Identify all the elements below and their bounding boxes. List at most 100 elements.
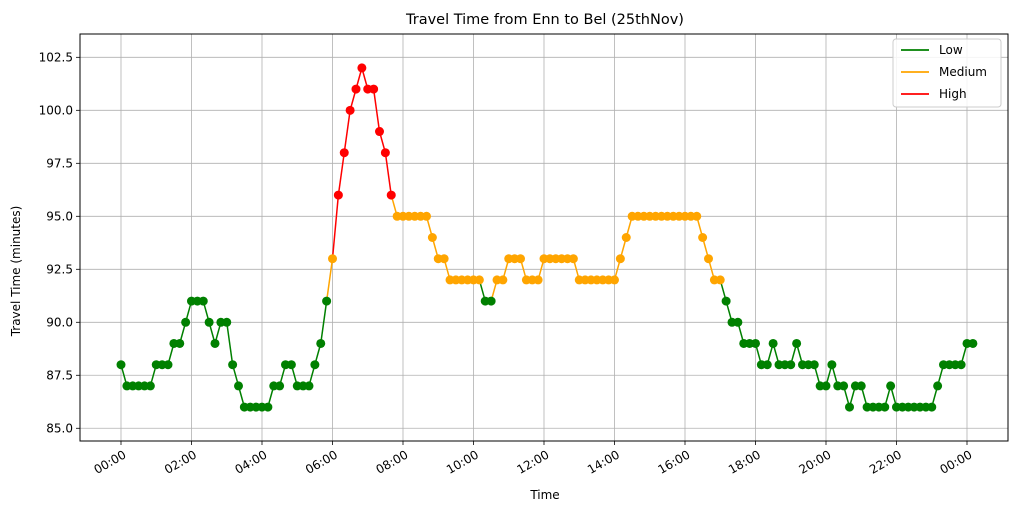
y-tick-label: 90.0	[46, 315, 73, 329]
y-tick-label: 92.5	[46, 262, 73, 276]
data-point	[533, 275, 543, 285]
data-point	[568, 254, 578, 264]
data-point	[751, 338, 760, 348]
y-tick-label: 102.5	[39, 50, 73, 64]
x-tick-label: 00:00	[92, 447, 129, 476]
data-point	[968, 338, 978, 348]
data-points	[116, 63, 978, 412]
y-axis-ticks: 85.0 87.5 90.0 92.5 95.0 97.5 100.0 102.5	[39, 50, 80, 435]
data-point	[827, 360, 837, 370]
data-point	[692, 211, 702, 221]
data-point	[856, 381, 866, 391]
data-point	[792, 338, 802, 348]
series-line-segment	[337, 152, 345, 196]
y-tick-label: 97.5	[46, 156, 73, 170]
data-point	[933, 381, 943, 391]
data-point	[380, 148, 390, 158]
data-point	[886, 381, 896, 391]
data-point	[275, 381, 285, 391]
data-point	[386, 190, 396, 200]
data-point	[357, 63, 367, 73]
y-tick-label: 87.5	[46, 368, 73, 382]
y-axis-label: Travel Time (minutes)	[9, 206, 23, 338]
x-axis-label: Time	[529, 488, 559, 502]
data-point	[310, 360, 320, 370]
x-axis-ticks: 00:00 02:00 04:00 06:00 08:00 10:00 12:00 14:00…	[92, 441, 975, 477]
data-point	[721, 296, 731, 306]
series-line-segment	[226, 322, 234, 365]
data-point	[345, 105, 355, 115]
x-tick-label: 02:00	[162, 447, 199, 476]
data-point	[474, 275, 484, 285]
x-tick-label: 04:00	[233, 447, 270, 476]
x-tick-label: 14:00	[585, 447, 622, 476]
data-point	[333, 190, 343, 200]
data-point	[339, 148, 349, 158]
x-tick-label: 18:00	[726, 447, 763, 476]
data-point	[610, 275, 619, 285]
x-tick-label: 00:00	[938, 447, 975, 476]
data-point	[222, 317, 232, 327]
data-point	[927, 402, 937, 412]
data-point	[427, 233, 437, 242]
data-point	[228, 360, 238, 370]
data-point	[704, 254, 713, 264]
data-point	[615, 254, 625, 264]
data-point	[698, 233, 708, 242]
grid-lines	[80, 34, 1008, 441]
series-line-segment	[325, 258, 334, 302]
legend-label: Medium	[939, 65, 987, 79]
data-point	[316, 338, 326, 348]
data-point	[163, 360, 173, 370]
data-point	[768, 338, 778, 348]
legend-box	[892, 38, 1002, 108]
series-lines	[120, 67, 973, 408]
y-tick-label: 95.0	[46, 209, 73, 223]
data-point	[286, 360, 296, 370]
data-point	[733, 317, 743, 327]
data-point	[762, 360, 772, 370]
data-point	[198, 296, 208, 306]
legend-label: High	[939, 87, 967, 101]
data-point	[322, 296, 332, 306]
data-point	[845, 402, 854, 412]
x-tick-label: 10:00	[444, 447, 481, 476]
data-point	[175, 338, 185, 348]
data-point	[351, 84, 361, 94]
series-line-segment	[331, 195, 340, 259]
data-point	[786, 360, 796, 370]
data-point	[422, 211, 431, 221]
data-point	[439, 254, 449, 264]
y-tick-label: 85.0	[46, 421, 73, 435]
legend-label: Low	[939, 43, 963, 57]
data-point	[880, 402, 890, 412]
x-tick-label: 08:00	[374, 447, 411, 476]
data-point	[821, 381, 831, 391]
data-point	[715, 275, 725, 285]
data-point	[234, 381, 243, 391]
data-point	[263, 402, 273, 412]
chart-title: Travel Time from Enn to Bel (25thNov)	[405, 12, 684, 28]
x-tick-label: 22:00	[867, 447, 904, 476]
series-line-segment	[384, 152, 392, 196]
data-point	[621, 233, 631, 242]
data-point	[956, 360, 966, 370]
x-tick-label: 06:00	[303, 447, 340, 476]
data-point	[304, 381, 314, 391]
data-point	[328, 254, 337, 264]
data-point	[839, 381, 849, 391]
data-point	[369, 84, 379, 94]
data-point	[181, 317, 191, 327]
data-point	[375, 127, 384, 137]
data-point	[809, 360, 819, 370]
data-point	[516, 254, 525, 264]
series-line-segment	[320, 300, 328, 344]
series-line-segment	[372, 89, 381, 132]
data-point	[204, 317, 214, 327]
series-line-segment	[343, 110, 351, 153]
y-tick-label: 100.0	[39, 103, 73, 117]
x-tick-label: 20:00	[797, 447, 834, 476]
data-point	[145, 381, 155, 391]
data-point	[486, 296, 496, 306]
